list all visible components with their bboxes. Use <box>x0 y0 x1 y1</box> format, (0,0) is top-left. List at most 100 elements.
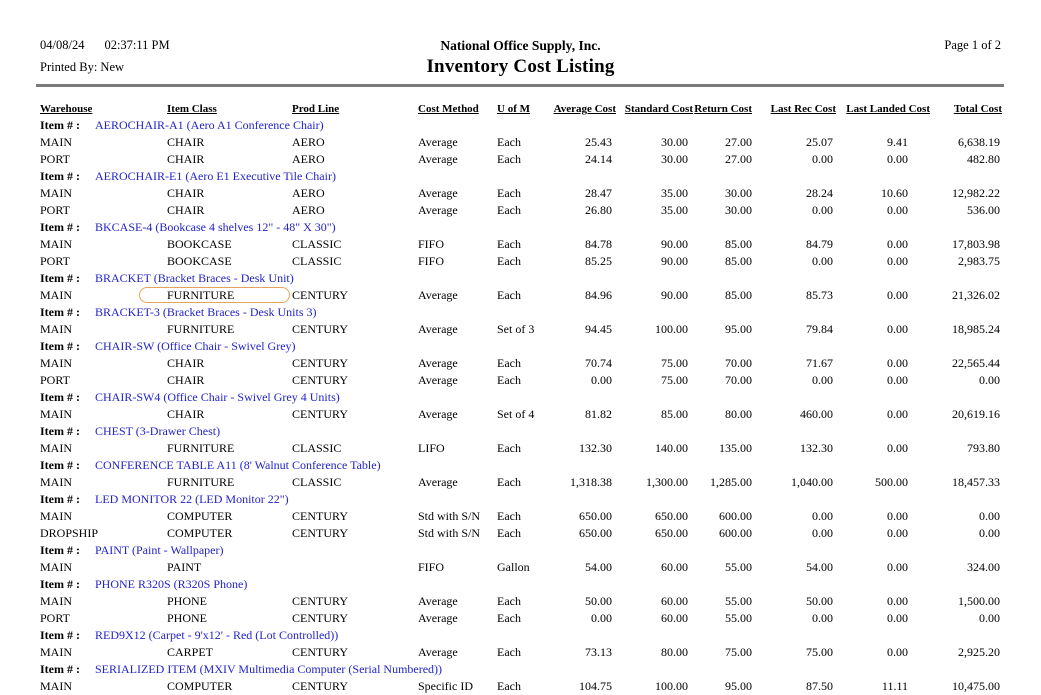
item-number-label: Item # : <box>40 118 80 132</box>
cell-average-cost: 73.13 <box>585 645 612 659</box>
table-row: MAIN CHAIR AERO Average Each 25.43 30.00 27.00 2… <box>40 134 1020 151</box>
item-link[interactable]: PHONE R320S (R320S Phone) <box>95 577 248 591</box>
item-number-label: Item # : <box>40 169 80 183</box>
cell-prod-line: CENTURY <box>292 509 349 523</box>
cell-return-cost: 55.00 <box>725 611 752 625</box>
item-link[interactable]: SERIALIZED ITEM (MXIV Multimedia Compute… <box>95 662 443 676</box>
column-header-last-landed-cost: Last Landed Cost <box>846 103 930 115</box>
cell-standard-cost: 650.00 <box>655 526 688 540</box>
item-row: Item # : BRACKET-3 (Bracket Braces - Desk… <box>40 304 1020 321</box>
cell-item-class: FURNITURE <box>167 475 235 489</box>
cell-return-cost: 85.00 <box>725 237 752 251</box>
cell-standard-cost: 100.00 <box>655 322 688 336</box>
item-link[interactable]: CHAIR-SW4 (Office Chair - Swivel Grey 4 … <box>95 390 340 404</box>
cell-last-landed-cost: 0.00 <box>887 237 908 251</box>
column-header-last-rec-cost: Last Rec Cost <box>770 103 836 115</box>
cell-last-landed-cost: 500.00 <box>875 475 908 489</box>
cell-uom: Each <box>497 356 521 370</box>
item-link[interactable]: BRACKET-3 (Bracket Braces - Desk Units 3… <box>95 305 317 319</box>
cell-cost-method: LIFO <box>418 441 445 455</box>
page-number: Page 1 of 2 <box>944 38 1001 52</box>
table-row: MAIN FURNITURE CENTURY Average Each 84.96 90.0… <box>40 287 1020 304</box>
cell-last-rec-cost: 460.00 <box>800 407 833 421</box>
cell-warehouse: MAIN <box>40 475 72 489</box>
cell-standard-cost: 140.00 <box>655 441 688 455</box>
item-link[interactable]: LED MONITOR 22 (LED Monitor 22") <box>95 492 289 506</box>
cell-last-landed-cost: 0.00 <box>887 254 908 268</box>
item-link[interactable]: AEROCHAIR-A1 (Aero A1 Conference Chair) <box>95 118 324 132</box>
cell-total-cost: 10,475.00 <box>952 679 1000 693</box>
cell-total-cost: 324.00 <box>967 560 1000 574</box>
cell-total-cost: 2,983.75 <box>958 254 1000 268</box>
item-number-label: Item # : <box>40 305 80 319</box>
cell-last-landed-cost: 0.00 <box>887 526 908 540</box>
item-number-label: Item # : <box>40 271 80 285</box>
item-link[interactable]: PAINT (Paint - Wallpaper) <box>95 543 224 557</box>
item-row: Item # : CONFERENCE TABLE A11 (8' Walnut … <box>40 457 1020 474</box>
cell-average-cost: 104.75 <box>579 679 612 693</box>
cell-uom: Each <box>497 237 521 251</box>
item-link[interactable]: BKCASE-4 (Bookcase 4 shelves 12" - 48" X… <box>95 220 336 234</box>
cell-last-landed-cost: 0.00 <box>887 373 908 387</box>
cell-last-rec-cost: 0.00 <box>812 611 833 625</box>
item-row: Item # : CHAIR-SW (Office Chair - Swivel … <box>40 338 1020 355</box>
item-link[interactable]: CHEST (3-Drawer Chest) <box>95 424 221 438</box>
cell-cost-method: Average <box>418 356 458 370</box>
cell-warehouse: PORT <box>40 203 70 217</box>
cell-prod-line: CENTURY <box>292 288 349 302</box>
cell-item-class: BOOKCASE <box>167 237 232 251</box>
table-row: PORT CHAIR CENTURY Average Each 0.00 75.00 70.0… <box>40 372 1020 389</box>
table-row: MAIN PAINT FIFO Gallon 54.00 60.00 55.00 54.00 0… <box>40 559 1020 576</box>
item-link[interactable]: CHAIR-SW (Office Chair - Swivel Grey) <box>95 339 296 353</box>
cell-average-cost: 650.00 <box>579 509 612 523</box>
item-link[interactable]: AEROCHAIR-E1 (Aero E1 Executive Tile Cha… <box>95 169 336 183</box>
cell-average-cost: 26.80 <box>585 203 612 217</box>
cell-prod-line: CENTURY <box>292 322 349 336</box>
cell-average-cost: 94.45 <box>585 322 612 336</box>
cell-return-cost: 80.00 <box>725 407 752 421</box>
cell-total-cost: 17,803.98 <box>952 237 1000 251</box>
item-link[interactable]: CONFERENCE TABLE A11 (8' Walnut Conferen… <box>95 458 381 472</box>
cell-standard-cost: 75.00 <box>661 373 688 387</box>
item-row: Item # : RED9X12 (Carpet - 9'x12' - Red (… <box>40 627 1020 644</box>
cell-average-cost: 54.00 <box>585 560 612 574</box>
cell-item-class: CHAIR <box>167 152 205 166</box>
cell-total-cost: 793.80 <box>967 441 1000 455</box>
cell-last-rec-cost: 71.67 <box>806 356 833 370</box>
cell-uom: Set of 3 <box>497 322 535 336</box>
cell-cost-method: Std with S/N <box>418 526 481 540</box>
cell-average-cost: 650.00 <box>579 526 612 540</box>
cell-warehouse: MAIN <box>40 594 72 608</box>
item-number-label: Item # : <box>40 628 80 642</box>
cell-last-rec-cost: 87.50 <box>806 679 833 693</box>
item-link[interactable]: RED9X12 (Carpet - 9'x12' - Red (Lot Cont… <box>95 628 339 642</box>
cell-uom: Each <box>497 679 521 693</box>
column-header-prod-line: Prod Line <box>292 103 340 115</box>
company-name: National Office Supply, Inc. <box>440 38 601 53</box>
cell-uom: Each <box>497 645 521 659</box>
cell-last-landed-cost: 0.00 <box>887 594 908 608</box>
column-header-item-class: Item Class <box>167 103 217 115</box>
item-number-label: Item # : <box>40 577 80 591</box>
cell-return-cost: 55.00 <box>725 594 752 608</box>
cell-last-rec-cost: 0.00 <box>812 152 833 166</box>
item-link[interactable]: BRACKET (Bracket Braces - Desk Unit) <box>95 271 294 285</box>
column-header-return-cost: Return Cost <box>694 103 752 115</box>
cell-average-cost: 1,318.38 <box>570 475 612 489</box>
cell-last-landed-cost: 0.00 <box>887 322 908 336</box>
cell-cost-method: Average <box>418 373 458 387</box>
item-number-label: Item # : <box>40 390 80 404</box>
cell-prod-line: CENTURY <box>292 679 349 693</box>
cell-total-cost: 12,982.22 <box>952 186 1000 200</box>
cell-average-cost: 85.25 <box>585 254 612 268</box>
cell-item-class: CHAIR <box>167 203 205 217</box>
cell-average-cost: 0.00 <box>591 611 612 625</box>
cell-cost-method: FIFO <box>418 237 445 251</box>
cell-warehouse: PORT <box>40 373 70 387</box>
cell-return-cost: 600.00 <box>719 509 752 523</box>
cell-warehouse: MAIN <box>40 509 72 523</box>
cell-uom: Each <box>497 611 521 625</box>
header-rule <box>36 84 1004 87</box>
cell-total-cost: 2,925.20 <box>958 645 1000 659</box>
